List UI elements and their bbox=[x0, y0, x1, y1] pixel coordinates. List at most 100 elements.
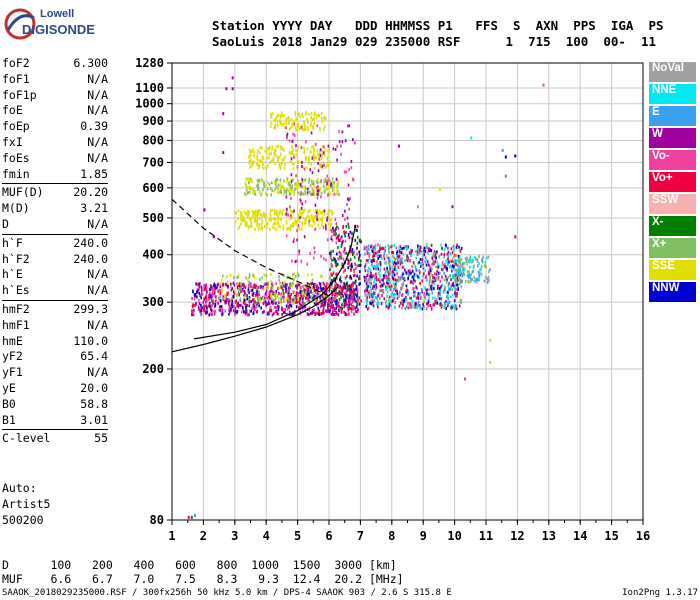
echo-point bbox=[338, 255, 341, 259]
param-row: MUF(D) 20.20 bbox=[2, 185, 108, 201]
echo-point bbox=[344, 303, 346, 307]
echo-point bbox=[305, 290, 307, 294]
echo-point bbox=[245, 188, 248, 192]
echo-point bbox=[285, 287, 287, 291]
echo-point bbox=[290, 224, 293, 228]
echo-point bbox=[321, 216, 323, 220]
echo-point bbox=[329, 253, 332, 257]
echo-point bbox=[456, 243, 458, 247]
echo-point bbox=[452, 244, 455, 248]
echo-point bbox=[415, 256, 418, 260]
echo-point bbox=[293, 155, 295, 159]
echo-point bbox=[270, 122, 273, 125]
echo-point bbox=[293, 272, 295, 276]
echo-point bbox=[290, 186, 293, 190]
echo-point bbox=[429, 274, 431, 278]
echo-point bbox=[234, 310, 237, 314]
echo-point bbox=[419, 292, 422, 296]
echo-point bbox=[410, 271, 412, 275]
echo-point bbox=[293, 291, 296, 295]
echo-point bbox=[329, 251, 331, 255]
echo-point bbox=[316, 293, 318, 297]
echo-point bbox=[319, 181, 322, 185]
echo-point bbox=[446, 301, 449, 304]
echo-point bbox=[193, 513, 196, 517]
echo-point bbox=[294, 219, 296, 223]
echo-point bbox=[393, 261, 396, 265]
echo-point bbox=[326, 212, 329, 216]
echo-point bbox=[325, 295, 327, 299]
echo-point bbox=[405, 305, 408, 309]
echo-point bbox=[286, 132, 289, 136]
echo-point bbox=[273, 189, 275, 193]
echo-point bbox=[276, 185, 279, 189]
echo-point bbox=[444, 303, 446, 307]
echo-point bbox=[270, 112, 272, 116]
echo-point bbox=[270, 279, 273, 283]
echo-point bbox=[244, 298, 247, 302]
echo-point bbox=[238, 293, 240, 297]
echo-point bbox=[405, 284, 408, 288]
echo-point bbox=[433, 250, 436, 254]
echo-point bbox=[248, 216, 251, 220]
echo-point bbox=[348, 307, 350, 311]
echo-point bbox=[234, 306, 237, 310]
echo-point bbox=[338, 298, 341, 302]
echo-point bbox=[259, 151, 261, 155]
echo-point bbox=[514, 235, 517, 239]
echo-point bbox=[477, 270, 480, 274]
echo-point bbox=[282, 185, 285, 189]
echo-point bbox=[295, 294, 298, 298]
echo-point bbox=[282, 193, 285, 197]
echo-point bbox=[299, 289, 302, 293]
echo-point bbox=[346, 305, 349, 309]
param-name: h`F2 bbox=[2, 251, 30, 266]
echo-point bbox=[254, 189, 256, 193]
echo-point bbox=[321, 112, 323, 116]
echo-point bbox=[280, 292, 282, 296]
echo-point bbox=[303, 303, 305, 306]
echo-point bbox=[196, 282, 198, 286]
echo-point bbox=[306, 215, 308, 218]
echo-point bbox=[411, 264, 414, 268]
echo-point bbox=[387, 261, 390, 265]
echo-point bbox=[333, 292, 336, 296]
echo-point bbox=[459, 261, 461, 265]
echo-point bbox=[241, 305, 244, 309]
echo-point bbox=[334, 258, 336, 261]
echo-point bbox=[243, 210, 246, 214]
echo-point bbox=[340, 296, 342, 300]
param-value: N/A bbox=[87, 71, 108, 86]
echo-point bbox=[331, 279, 333, 283]
echo-point bbox=[284, 126, 286, 130]
echo-point bbox=[251, 306, 254, 310]
echo-point bbox=[337, 313, 340, 317]
echo-point bbox=[296, 165, 299, 169]
echo-point bbox=[237, 275, 239, 279]
echo-point bbox=[296, 122, 299, 126]
echo-point bbox=[451, 205, 454, 209]
echo-point bbox=[246, 294, 248, 297]
echo-point bbox=[249, 186, 251, 190]
echo-point bbox=[313, 246, 316, 250]
echo-point bbox=[367, 293, 369, 297]
echo-point bbox=[301, 223, 304, 227]
echo-point bbox=[252, 162, 254, 166]
echo-point bbox=[448, 265, 451, 269]
echo-point bbox=[405, 295, 407, 299]
echo-point bbox=[335, 299, 338, 303]
echo-point bbox=[367, 247, 370, 251]
echo-point bbox=[398, 294, 401, 298]
echo-point bbox=[291, 124, 293, 128]
echo-point bbox=[372, 284, 375, 288]
echo-point bbox=[280, 111, 283, 115]
echo-point bbox=[309, 217, 312, 221]
echo-point bbox=[301, 300, 304, 304]
echo-point bbox=[225, 87, 228, 91]
echo-point bbox=[443, 306, 446, 309]
echo-point bbox=[280, 286, 283, 290]
echo-point bbox=[364, 293, 367, 296]
echo-point bbox=[468, 270, 470, 274]
echo-point bbox=[256, 162, 259, 165]
